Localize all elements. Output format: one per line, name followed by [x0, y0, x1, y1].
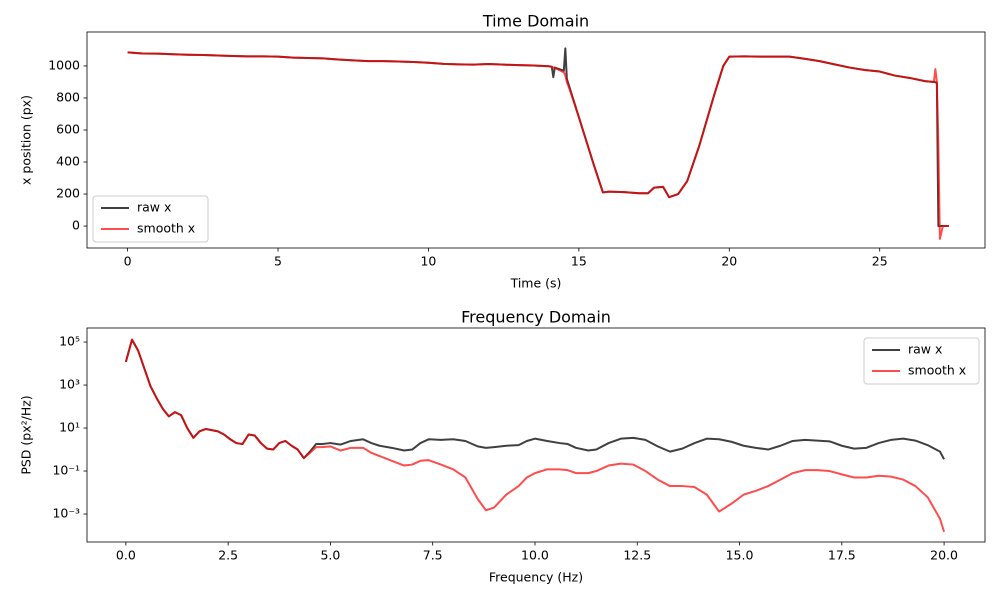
- axes-frame: [86, 31, 986, 249]
- x-tick-label: 5: [274, 254, 282, 269]
- x-tick-label: 2.5: [218, 548, 238, 563]
- x-tick-label: 10: [420, 254, 436, 269]
- legend-label: raw x: [908, 342, 942, 357]
- x-tick-label: 25: [872, 254, 888, 269]
- x-tick-label: 15: [571, 254, 587, 269]
- y-tick-label: 10³: [59, 377, 80, 392]
- x-tick-label: 12.5: [623, 548, 651, 563]
- chart-title: Frequency Domain: [461, 308, 611, 327]
- y-tick-label: 1000: [48, 57, 80, 72]
- y-axis-label: PSD (px²/Hz): [19, 395, 34, 474]
- x-tick-label: 17.5: [828, 548, 856, 563]
- x-tick-label: 20: [721, 254, 737, 269]
- data-line: [124, 338, 946, 533]
- legend-label: raw x: [137, 200, 171, 215]
- y-axis-label: x position (px): [19, 95, 34, 185]
- data-line: [124, 338, 945, 460]
- y-tick-label: 10⁻³: [52, 506, 80, 521]
- chart-title: Time Domain: [482, 12, 589, 31]
- x-tick-label: 0: [124, 254, 132, 269]
- x-tick-label: 0.0: [116, 548, 136, 563]
- x-tick-label: 20.0: [930, 548, 958, 563]
- x-axis-label: Frequency (Hz): [489, 570, 583, 585]
- data-line: [127, 47, 949, 228]
- x-tick-label: 15.0: [726, 548, 754, 563]
- x-tick-label: 10.0: [521, 548, 549, 563]
- x-tick-label: 7.5: [423, 548, 443, 563]
- axes-frame: [86, 327, 986, 543]
- y-tick-label: 10⁻¹: [52, 463, 80, 478]
- legend-label: smooth x: [908, 363, 966, 378]
- x-tick-label: 5.0: [320, 548, 340, 563]
- y-tick-label: 800: [56, 89, 80, 104]
- y-tick-label: 200: [56, 186, 80, 201]
- legend-label: smooth x: [137, 221, 195, 236]
- y-tick-label: 400: [56, 154, 80, 169]
- y-tick-label: 600: [56, 121, 80, 136]
- x-axis-label: Time (s): [510, 276, 562, 291]
- y-tick-label: 0: [72, 218, 80, 233]
- y-tick-label: 10¹: [59, 420, 80, 435]
- y-tick-label: 10⁵: [59, 334, 80, 349]
- data-line: [127, 51, 949, 240]
